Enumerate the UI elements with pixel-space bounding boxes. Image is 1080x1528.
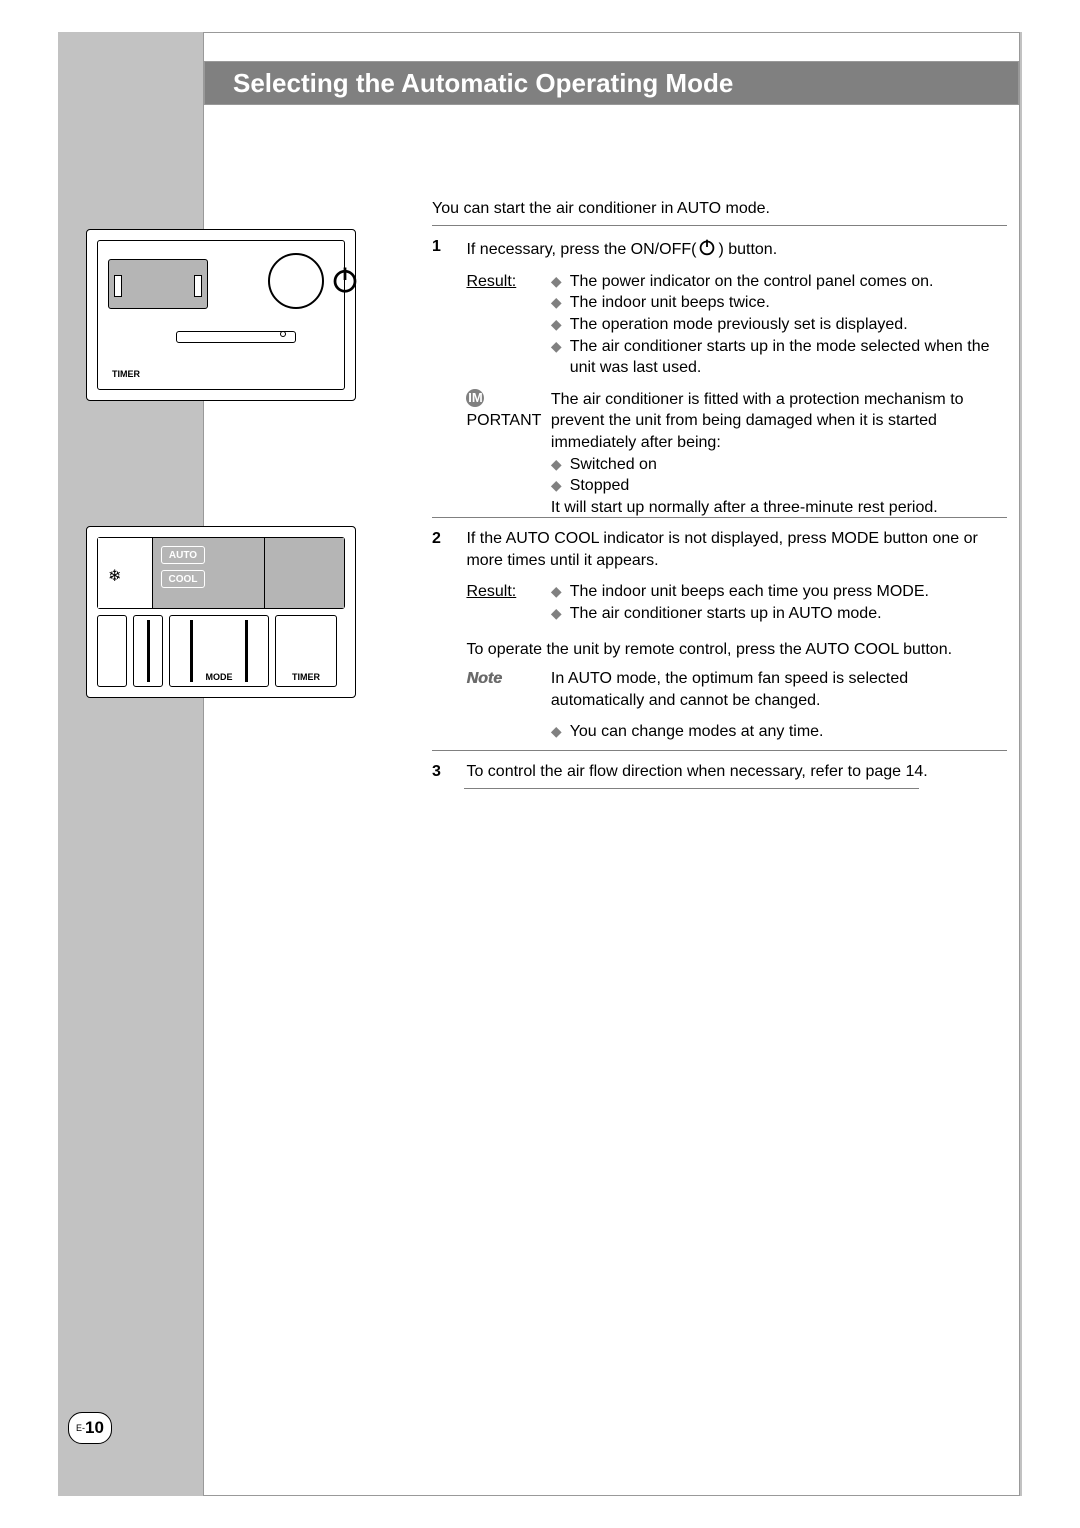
mode-button-label: MODE (170, 672, 268, 682)
page-title: Selecting the Automatic Operating Mode (233, 68, 733, 99)
result-list: ◆ The power indicator on the control pane… (551, 271, 1006, 379)
note-content: In AUTO mode, the optimum fan speed is s… (551, 668, 1006, 743)
step-body: If necessary, press the ON/OFF( ) button.… (466, 236, 1006, 519)
note-text: In AUTO mode, the optimum fan speed is s… (551, 668, 1006, 711)
figure2-display-right (264, 538, 344, 608)
power-icon (330, 265, 360, 295)
power-icon (696, 236, 718, 258)
page-number-badge: E-10 (68, 1412, 112, 1444)
diamond-icon: ◆ (551, 603, 562, 625)
result-item: The indoor unit beeps each time you pres… (570, 581, 1006, 603)
step-number: 3 (432, 761, 462, 783)
step1-text-a: If necessary, press the ON/OFF( (466, 241, 696, 258)
timer-button-label: TIMER (276, 672, 336, 682)
step-body: If the AUTO COOL indicator is not displa… (466, 528, 1006, 743)
diamond-icon: ◆ (551, 292, 562, 314)
result-block: Result: ◆ The indoor unit beeps each time… (466, 581, 1006, 624)
important-label: IMPORTANT (466, 389, 546, 432)
note-block: Note In AUTO mode, the optimum fan speed… (466, 668, 1006, 743)
snowflake-icon: ❄ (108, 566, 121, 586)
step1-text-b: ) button. (718, 241, 777, 258)
result-item: The operation mode previously set is dis… (570, 314, 1006, 336)
result-block: Result: ◆ The power indicator on the cont… (466, 271, 1006, 379)
diamond-icon: ◆ (551, 721, 562, 743)
auto-indicator: AUTO (161, 546, 205, 564)
step-number: 2 (432, 528, 462, 550)
important-intro: The air conditioner is fitted with a pro… (551, 389, 1006, 454)
step-number: 1 (432, 236, 462, 258)
divider (432, 517, 1007, 518)
important-content: The air conditioner is fitted with a pro… (551, 389, 1006, 519)
figure-remote-power: TIMER (86, 229, 356, 401)
diamond-icon: ◆ (551, 336, 562, 379)
figure-mode-panel: ❄ AUTO COOL MODE TIMER (86, 526, 356, 698)
figure2-timer-box: TIMER (275, 615, 337, 687)
figure2-display: ❄ AUTO COOL (97, 537, 345, 609)
diamond-icon: ◆ (551, 314, 562, 336)
result-item: The power indicator on the control panel… (570, 271, 1006, 293)
figure1-tab (194, 275, 202, 297)
result-item: The indoor unit beeps twice. (570, 292, 1006, 314)
result-item: The air conditioner starts up in the mod… (570, 336, 1006, 379)
result-list: ◆ The indoor unit beeps each time you pre… (551, 581, 1006, 624)
figure2-display-left: ❄ (98, 538, 153, 608)
important-icon: IM (466, 389, 484, 407)
figure2-box (133, 615, 163, 687)
important-outro: It will start up normally after a three-… (551, 497, 1006, 519)
diamond-icon: ◆ (551, 475, 562, 497)
result-item: The air conditioner starts up in AUTO mo… (570, 603, 1006, 625)
step-3: 3 To control the air flow direction when… (432, 761, 1012, 783)
page-container: Selecting the Automatic Operating Mode Y… (58, 32, 1022, 1496)
important-block: IMPORTANT The air conditioner is fitted … (466, 389, 1006, 519)
figure1-timer-label: TIMER (112, 369, 140, 379)
important-bullet: Switched on (570, 454, 1006, 476)
figure1-slot (176, 331, 296, 343)
step-1: 1 If necessary, press the ON/OFF( ) butto… (432, 236, 1012, 519)
figure1-led (280, 331, 286, 337)
divider (432, 225, 1007, 226)
remote-text: To operate the unit by remote control, p… (466, 639, 1006, 661)
figure2-box (97, 615, 127, 687)
step-2: 2 If the AUTO COOL indicator is not disp… (432, 528, 1012, 743)
figure1-inner: TIMER (97, 240, 345, 390)
divider (464, 788, 919, 789)
diamond-icon: ◆ (551, 271, 562, 293)
result-label: Result: (466, 271, 546, 293)
page-number: 10 (85, 1418, 104, 1438)
figure2-mode-box: MODE (169, 615, 269, 687)
page-prefix: E- (76, 1423, 85, 1433)
note-bullet: You can change modes at any time. (570, 721, 1006, 743)
figure2-buttons-row: MODE TIMER (97, 615, 345, 687)
title-bar: Selecting the Automatic Operating Mode (204, 61, 1019, 105)
note-label: Note (466, 668, 546, 690)
divider (432, 750, 1007, 751)
important-bullet: Stopped (570, 475, 1006, 497)
diamond-icon: ◆ (551, 581, 562, 603)
figure2-vline (147, 620, 150, 682)
figure1-power-button (268, 253, 324, 309)
intro-text: You can start the air conditioner in AUT… (432, 200, 770, 218)
figure1-tab (114, 275, 122, 297)
result-label: Result: (466, 581, 546, 603)
step2-text: If the AUTO COOL indicator is not displa… (466, 530, 977, 569)
diamond-icon: ◆ (551, 454, 562, 476)
figure1-display-panel (108, 259, 208, 309)
cool-indicator: COOL (161, 570, 205, 588)
figure2-display-mid: AUTO COOL (153, 538, 265, 608)
step3-text: To control the air flow direction when n… (466, 761, 1006, 783)
